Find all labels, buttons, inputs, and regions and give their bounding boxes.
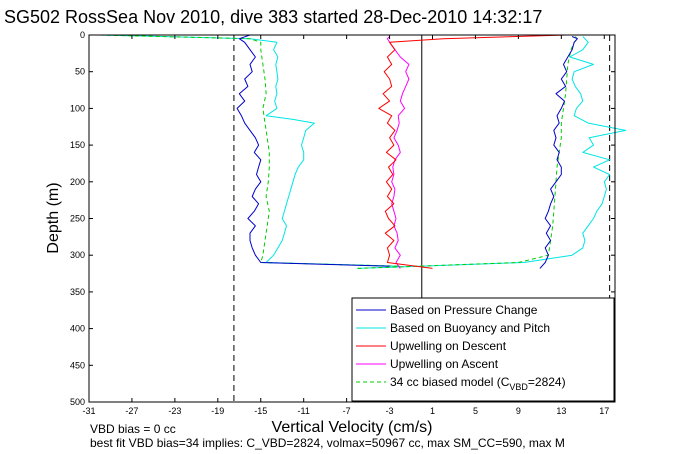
x-axis-label: Vertical Velocity (cm/s) — [272, 419, 433, 436]
x-tick-label: -11 — [298, 406, 310, 416]
x-tick-label: 13 — [556, 406, 566, 416]
x-tick-label: -3 — [386, 406, 394, 416]
y-tick-label: 350 — [70, 287, 85, 297]
y-tick-label: 300 — [70, 250, 85, 260]
legend-label-subscript: VBD — [509, 382, 528, 392]
y-axis-label: Depth (m) — [45, 182, 62, 253]
34-cc-biased-model-c-line-ascent — [357, 36, 578, 269]
y-axis-ticks: 0 50 100 150 200 250 300 350 400 450 500 — [70, 30, 615, 407]
y-tick-label: 100 — [70, 103, 85, 113]
x-tick-label: 5 — [473, 406, 478, 416]
based-on-pressure-change-line-ascent — [539, 36, 578, 269]
legend-label-suffix: =2824) — [528, 375, 566, 389]
legend-label: Upwelling on Ascent — [390, 357, 499, 371]
y-tick-label: 500 — [70, 397, 85, 407]
legend-label-text: Based on Pressure Change — [390, 303, 538, 317]
x-tick-label: -27 — [125, 406, 138, 416]
x-axis-ticks: -31 -27 -23 -19 -15 -11 -7 -3 1 5 9 13 17 — [82, 35, 609, 416]
legend-label: 34 cc biased model (CVBD=2824) — [390, 375, 566, 392]
upwelling-on-ascent-line — [386, 36, 410, 269]
legend-box — [351, 297, 615, 402]
x-tick-label: 17 — [599, 406, 609, 416]
based-on-buoyancy-and-pitch-line-descent — [99, 34, 401, 267]
legend-label-text: Based on Buoyancy and Pitch — [390, 321, 550, 335]
x-tick-label: -15 — [254, 406, 267, 416]
best-fit-note: best fit VBD bias=34 implies: C_VBD=2824… — [90, 436, 565, 450]
series-layer — [99, 34, 627, 269]
chart-title: SG502 RossSea Nov 2010, dive 383 started… — [4, 7, 542, 27]
legend-label-text: 34 cc biased model (C — [390, 375, 510, 389]
y-tick-label: 50 — [75, 67, 85, 77]
based-on-buoyancy-and-pitch-line-ascent — [357, 36, 627, 269]
x-tick-label: 1 — [430, 406, 435, 416]
based-on-pressure-change-line-descent — [236, 34, 390, 267]
x-tick-label: -19 — [211, 406, 224, 416]
x-tick-label: -7 — [343, 406, 351, 416]
upwelling-on-descent-line — [378, 34, 567, 269]
legend-entries: Based on Pressure Change Based on Buoyanc… — [356, 303, 566, 392]
y-tick-label: 450 — [70, 360, 85, 370]
x-tick-label: -23 — [168, 406, 181, 416]
legend-label-text: Upwelling on Descent — [390, 339, 507, 353]
x-tick-label: 9 — [516, 406, 521, 416]
y-tick-label: 150 — [70, 140, 85, 150]
legend-label-text: Upwelling on Ascent — [390, 357, 499, 371]
34-cc-biased-model-c-line-descent — [99, 34, 401, 267]
y-tick-label: 200 — [70, 177, 85, 187]
legend-label: Based on Pressure Change — [390, 303, 538, 317]
legend-label: Upwelling on Descent — [390, 339, 507, 353]
legend-label: Based on Buoyancy and Pitch — [390, 321, 550, 335]
legend: Based on Pressure Change Based on Buoyanc… — [351, 297, 615, 402]
y-tick-label: 250 — [70, 214, 85, 224]
y-tick-label: 0 — [80, 30, 85, 40]
vbd-bias-note: VBD bias = 0 cc — [90, 422, 176, 436]
x-tick-label: -31 — [82, 406, 95, 416]
y-tick-label: 400 — [70, 324, 85, 334]
